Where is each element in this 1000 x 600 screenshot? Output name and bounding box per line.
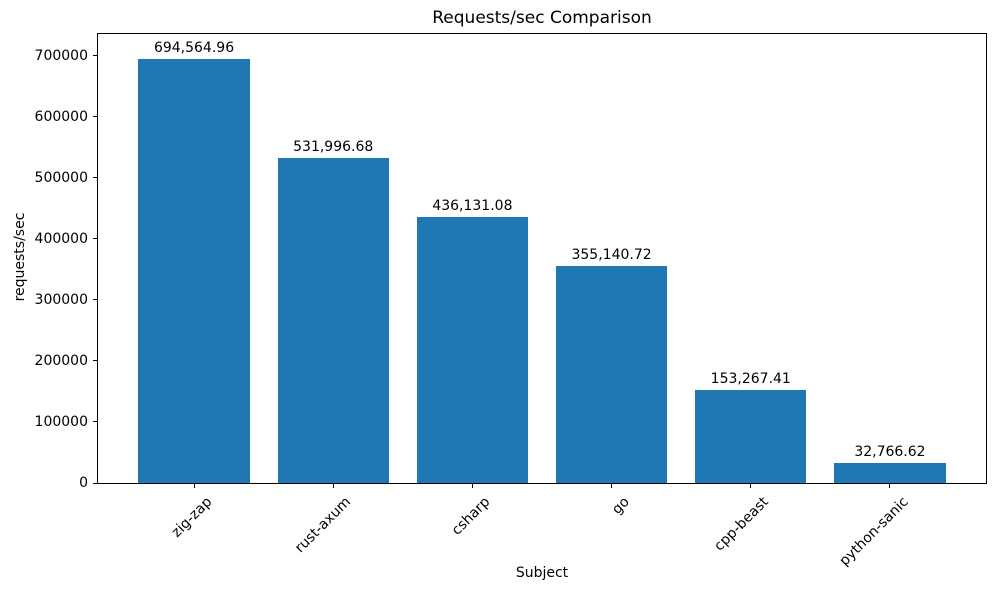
x-tick-label-csharp: csharp — [449, 494, 494, 539]
y-axis-label: requests/sec — [12, 212, 28, 302]
y-tick-label: 400000 — [34, 230, 88, 247]
y-tick — [93, 238, 97, 240]
bar-value-label: 153,267.41 — [710, 370, 791, 387]
y-tick — [93, 482, 97, 484]
bar-python-sanic — [834, 463, 946, 483]
x-tick — [471, 484, 473, 488]
bar-value-label: 531,996.68 — [293, 139, 374, 156]
bar-cpp-beast — [695, 389, 807, 483]
y-tick — [93, 299, 97, 301]
x-tick — [889, 484, 891, 488]
x-tick — [332, 484, 334, 488]
plot-area: 0 100000 200000 300000 400000 500000 600000 700… — [35, 33, 987, 569]
chart-title: Requests/sec Comparison — [432, 8, 652, 28]
bar-csharp — [416, 216, 529, 483]
x-axis-label: Subject — [515, 565, 569, 581]
y-tick — [93, 55, 97, 57]
x-tick — [193, 484, 195, 488]
y-tick-label: 300000 — [34, 291, 88, 308]
y-tick — [93, 177, 97, 179]
y-tick-label: 0 — [79, 475, 88, 491]
y-tick-label: 200000 — [34, 352, 88, 369]
y-tick-label: 100000 — [34, 413, 88, 430]
x-tick-label-go: go — [609, 494, 633, 518]
y-tick-label: 500000 — [34, 169, 88, 186]
x-tick-label-cpp-beast: cpp-beast — [711, 494, 773, 555]
bar-rust-axum — [277, 158, 389, 483]
bar-value-label: 32,766.62 — [854, 444, 926, 461]
y-tick — [93, 116, 97, 118]
bar-zig-zap — [138, 59, 250, 483]
x-tick — [611, 484, 613, 488]
y-tick-label: 700000 — [34, 47, 88, 64]
bar-value-label: 355,140.72 — [571, 247, 652, 264]
y-tick — [93, 421, 97, 423]
x-tick-label-zig-zap: zig-zap — [168, 494, 216, 541]
x-tick-label-rust-axum: rust-axum — [292, 494, 355, 557]
x-tick — [750, 484, 752, 488]
x-tick-label-python-sanic: python-sanic — [836, 494, 912, 570]
bar-value-label: 694,564.96 — [153, 40, 235, 57]
y-tick-label: 600000 — [34, 108, 88, 125]
bar-value-label: 436,131.08 — [432, 197, 513, 214]
y-tick — [93, 360, 97, 362]
bar-go — [555, 266, 668, 483]
